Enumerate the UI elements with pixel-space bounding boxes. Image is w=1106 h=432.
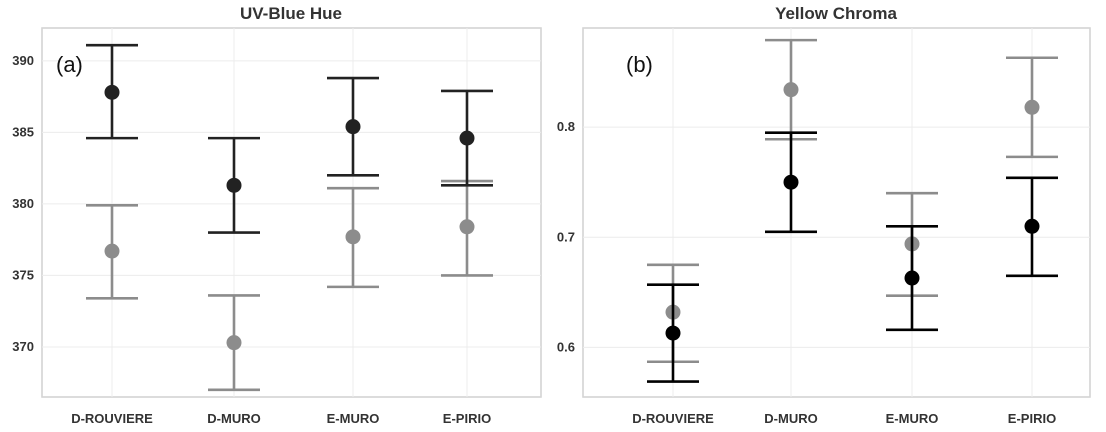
y-tick-label: 385 bbox=[12, 124, 34, 139]
data-point bbox=[226, 177, 242, 193]
data-point bbox=[226, 335, 242, 351]
y-tick-label: 390 bbox=[12, 53, 34, 68]
x-tick-label: D-ROUVIERE bbox=[71, 411, 153, 426]
y-tick-label: 0.6 bbox=[557, 339, 575, 354]
x-tick-label: E-MURO bbox=[886, 411, 939, 426]
x-tick-label: E-MURO bbox=[327, 411, 380, 426]
data-point bbox=[345, 229, 361, 245]
y-tick-label: 0.8 bbox=[557, 119, 575, 134]
chart-title: Yellow Chroma bbox=[775, 4, 897, 23]
x-tick-label: E-PIRIO bbox=[443, 411, 491, 426]
data-point bbox=[1024, 218, 1040, 234]
plot-frame bbox=[582, 27, 1091, 398]
data-point bbox=[783, 82, 799, 98]
chart-title: UV-Blue Hue bbox=[240, 4, 342, 23]
plot-frame bbox=[41, 27, 542, 398]
y-tick-label: 370 bbox=[12, 339, 34, 354]
panel-b: 0.6 0.7 0.8 D-ROUVIERE D-MURO E-MURO E-PIRIO Ye… bbox=[557, 4, 1091, 426]
data-point bbox=[1024, 99, 1040, 115]
x-tick-label: E-PIRIO bbox=[1008, 411, 1056, 426]
y-tick-label: 0.7 bbox=[557, 229, 575, 244]
data-point bbox=[104, 243, 120, 259]
data-point bbox=[665, 325, 681, 341]
data-point bbox=[459, 130, 475, 146]
panel-label: (b) bbox=[626, 52, 653, 77]
x-tick-label: D-MURO bbox=[207, 411, 260, 426]
series-0 bbox=[86, 43, 493, 234]
x-tick-label: D-MURO bbox=[764, 411, 817, 426]
data-point bbox=[783, 174, 799, 190]
y-tick-label: 375 bbox=[12, 267, 34, 282]
data-point bbox=[904, 270, 920, 286]
panel-a: 370 375 380 385 390 D-ROUVIERE D-MURO E-MURO E-P… bbox=[12, 4, 542, 426]
panel-label: (a) bbox=[56, 52, 83, 77]
y-tick-label: 380 bbox=[12, 196, 34, 211]
x-tick-label: D-ROUVIERE bbox=[632, 411, 714, 426]
data-point bbox=[104, 84, 120, 100]
series-0 bbox=[647, 131, 1058, 383]
data-point bbox=[345, 119, 361, 135]
data-point bbox=[459, 219, 475, 235]
